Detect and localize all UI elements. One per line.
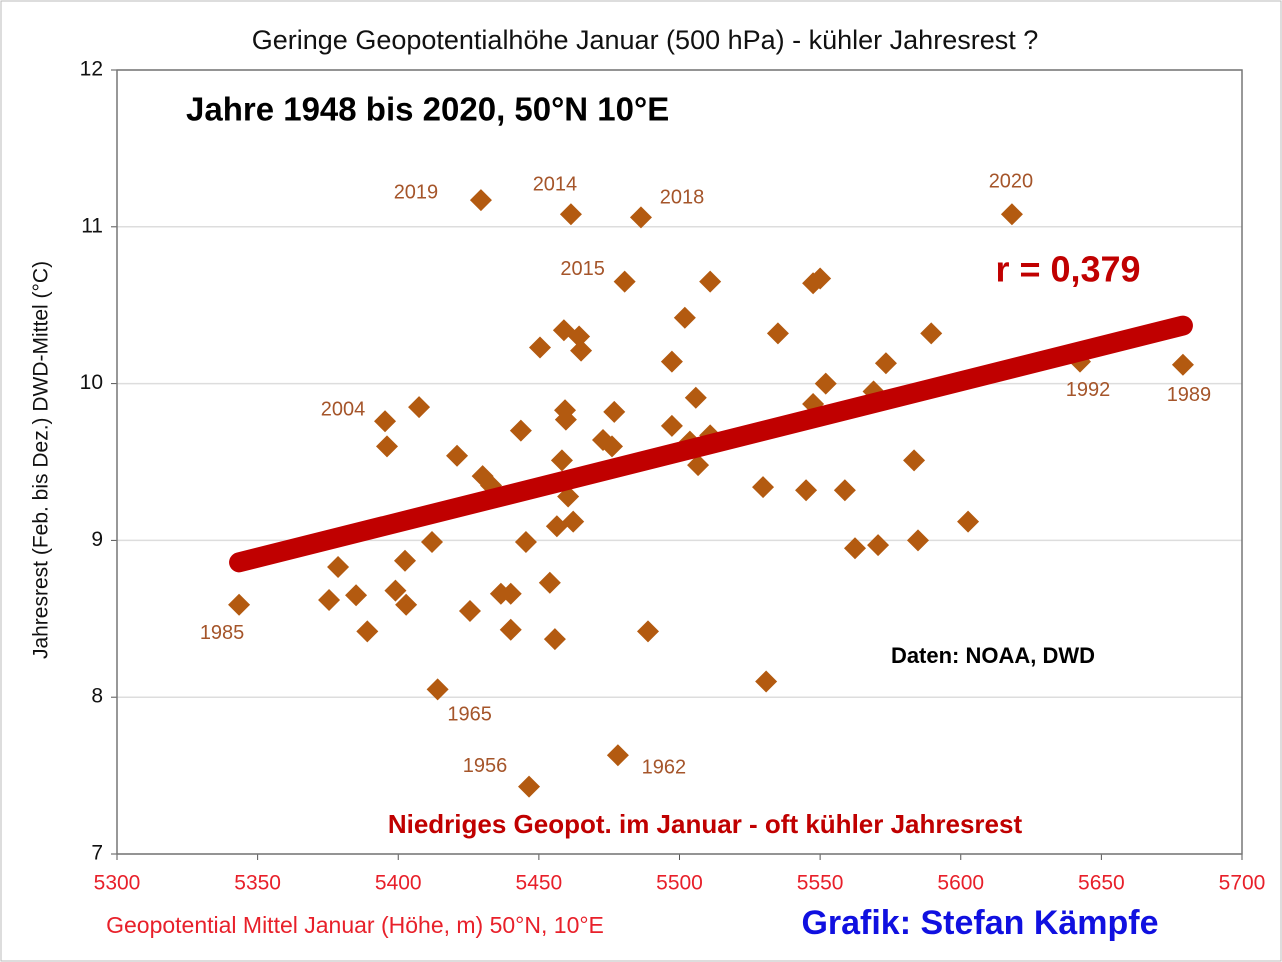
data-point	[833, 479, 856, 502]
data-point	[684, 386, 707, 409]
data-point	[509, 419, 532, 442]
x-tick-label: 5400	[375, 872, 422, 895]
data-point	[570, 339, 593, 362]
data-point	[957, 510, 980, 533]
point-label: 2014	[533, 174, 578, 196]
data-point	[606, 744, 629, 767]
y-tick-label: 11	[81, 214, 103, 237]
data-point	[814, 372, 837, 395]
data-point	[920, 322, 943, 345]
x-tick-label: 5550	[797, 872, 844, 895]
data-point	[601, 435, 623, 458]
data-point	[568, 325, 591, 348]
data-point	[559, 203, 582, 226]
data-point	[673, 306, 696, 329]
x-tick-label: 5650	[1078, 872, 1125, 895]
point-label: 1965	[447, 704, 492, 726]
x-axis-label: Geopotential Mittel Januar (Höhe, m) 50°…	[106, 912, 604, 938]
y-tick-label: 8	[91, 685, 103, 708]
data-point	[384, 579, 407, 602]
x-tick-label: 5700	[1219, 872, 1266, 895]
data-point	[867, 534, 890, 557]
data-point	[545, 515, 568, 538]
data-point	[345, 584, 368, 607]
x-tick-label: 5500	[656, 872, 703, 895]
data-point	[458, 599, 481, 622]
point-label: 1985	[200, 622, 245, 644]
data-point	[809, 267, 832, 290]
data-point	[629, 206, 652, 229]
data-point	[395, 593, 418, 616]
x-tick-label: 5300	[94, 872, 141, 895]
note-label: Niedriges Geopot. im Januar - oft kühler…	[388, 809, 1023, 839]
data-point	[421, 530, 443, 553]
data-point	[766, 322, 789, 345]
data-point	[844, 537, 866, 560]
data-point	[529, 336, 551, 359]
data-point	[228, 593, 251, 616]
data-point	[550, 449, 573, 472]
data-point	[1171, 353, 1194, 376]
data-point	[699, 270, 722, 293]
plot-frame	[116, 69, 1243, 855]
y-tick-label: 10	[80, 371, 103, 394]
correlation-label: r = 0,379	[995, 249, 1140, 290]
data-point	[408, 396, 431, 419]
data-point	[795, 479, 818, 502]
data-point	[554, 408, 577, 431]
data-point	[543, 628, 566, 651]
data-point	[874, 352, 897, 375]
data-point	[514, 530, 537, 553]
x-tick-label: 5600	[937, 872, 984, 895]
point-label: 1956	[463, 755, 508, 777]
data-point	[755, 670, 778, 693]
data-point	[356, 620, 379, 643]
data-point	[1000, 203, 1023, 226]
point-label: 2015	[560, 258, 605, 280]
data-point	[562, 510, 585, 533]
credit-label: Grafik: Stefan Kämpfe	[801, 904, 1158, 942]
data-point	[374, 410, 397, 433]
data-point	[538, 571, 561, 594]
point-label: 2019	[394, 181, 439, 203]
data-point	[518, 775, 541, 798]
source-label: Daten: NOAA, DWD	[891, 643, 1095, 668]
data-point	[469, 189, 492, 212]
data-point	[903, 449, 926, 472]
y-tick-label: 9	[91, 528, 103, 551]
point-label: 1992	[1066, 379, 1111, 401]
data-point	[426, 678, 449, 701]
x-tick-label: 5450	[516, 872, 563, 895]
data-point	[603, 400, 626, 423]
data-point	[752, 476, 775, 499]
data-point	[499, 618, 522, 641]
data-point	[446, 444, 469, 467]
y-tick-label: 12	[80, 58, 103, 81]
data-point	[318, 588, 341, 611]
y-tick-label: 7	[91, 842, 103, 865]
data-point	[613, 270, 636, 293]
point-label: 1989	[1167, 384, 1212, 406]
data-point	[637, 620, 659, 643]
data-point	[394, 549, 416, 572]
data-point	[376, 435, 398, 458]
data-point	[327, 556, 350, 579]
data-point	[660, 350, 683, 373]
data-point	[907, 529, 929, 552]
y-axis-label: Jahresrest (Feb. bis Dez.) DWD-Mittel (°…	[30, 261, 53, 659]
point-label: 1962	[642, 756, 687, 778]
data-point	[499, 582, 522, 605]
data-point	[660, 414, 683, 437]
point-label: 2018	[660, 187, 705, 209]
point-label: 2004	[321, 399, 366, 421]
trend-line	[229, 315, 1193, 573]
data-point	[687, 454, 710, 477]
subtitle: Jahre 1948 bis 2020, 50°N 10°E	[186, 91, 669, 128]
x-tick-label: 5350	[234, 872, 281, 895]
chart-title: Geringe Geopotentialhöhe Januar (500 hPa…	[252, 25, 1038, 55]
point-label: 2020	[989, 171, 1034, 193]
